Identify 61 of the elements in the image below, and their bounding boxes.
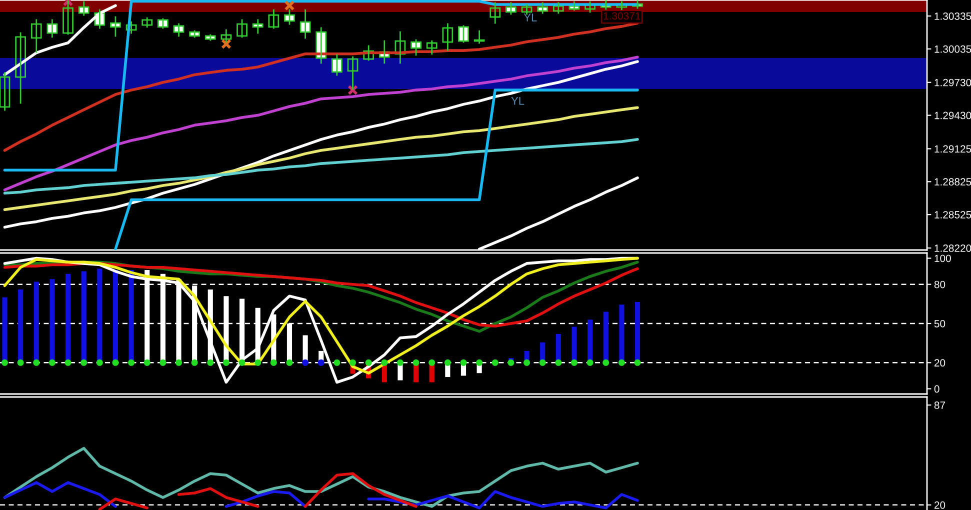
bar <box>2 297 8 363</box>
candlestick <box>584 1 596 13</box>
bar <box>50 279 55 363</box>
y-tick-label: 20 <box>934 501 946 509</box>
y-tick-label: 80 <box>934 280 946 288</box>
y-tick-label: 1.28825 <box>934 178 971 186</box>
line-series <box>3 4 117 76</box>
bar <box>128 270 134 363</box>
y-tick-label: 87 <box>934 402 946 409</box>
y-tick-label: 1.28220 <box>934 244 971 252</box>
candlestick <box>474 30 485 44</box>
bar <box>634 302 640 363</box>
candlestick <box>506 2 516 15</box>
candlestick <box>490 2 501 24</box>
band-label: 1.30371 <box>604 12 640 20</box>
line-series <box>3 56 639 192</box>
bar <box>97 268 102 363</box>
point <box>284 0 295 11</box>
y-tick-label: 1.30035 <box>934 45 971 53</box>
y-tick-label: 100 <box>934 254 951 262</box>
y-tick-label: 50 <box>934 320 946 328</box>
candlestick <box>521 4 532 15</box>
bar <box>112 270 118 363</box>
candlestick <box>142 17 153 28</box>
candlestick <box>15 32 26 104</box>
line-series <box>3 446 639 508</box>
bar <box>588 320 593 363</box>
bar <box>603 312 608 363</box>
point <box>348 84 358 96</box>
y-tick-label: 0 <box>934 385 940 393</box>
bar <box>65 274 71 363</box>
y-tick-label: 20 <box>934 359 946 367</box>
bar <box>18 290 24 363</box>
candlestick <box>332 54 342 76</box>
candlestick <box>268 9 280 29</box>
candlestick <box>363 45 374 61</box>
annotation: YL <box>511 97 524 105</box>
line-series <box>3 138 639 195</box>
line-series <box>3 60 639 229</box>
y-tick-label: 1.29430 <box>934 112 971 120</box>
candlestick <box>394 31 406 64</box>
bar <box>619 304 624 363</box>
candlestick <box>442 23 454 51</box>
bar <box>81 271 86 363</box>
bar <box>572 326 577 363</box>
candlestick <box>0 72 10 111</box>
candlestick <box>426 40 438 55</box>
bar <box>34 282 39 363</box>
line-series <box>3 106 639 212</box>
y-tick-label: 1.30335 <box>934 12 971 20</box>
line-series <box>3 22 639 152</box>
annotation: YL <box>524 14 537 22</box>
y-tick-label: 1.29125 <box>934 145 971 153</box>
candlestick <box>30 19 42 53</box>
y-tick-label: 1.28525 <box>934 211 971 218</box>
candlestick <box>236 19 248 38</box>
candlestick <box>552 2 564 14</box>
candlestick <box>458 25 469 43</box>
candlestick <box>126 21 137 34</box>
point <box>221 38 232 50</box>
y-tick-label: 1.29730 <box>934 78 971 86</box>
